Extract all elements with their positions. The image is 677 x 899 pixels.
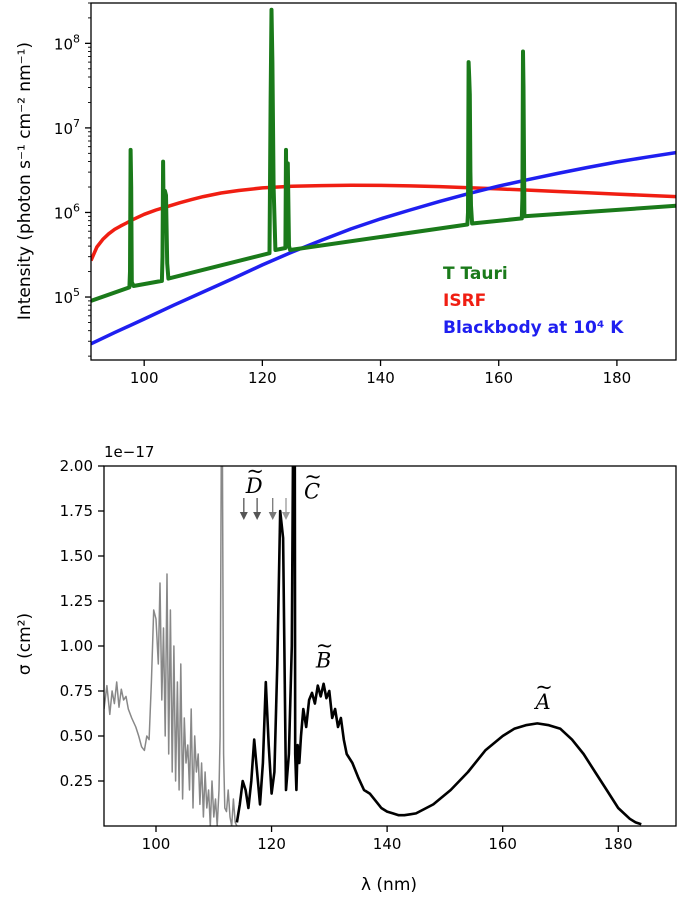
svg-text:~: ~ <box>316 634 334 658</box>
legend-entry-isrf: ISRF <box>443 291 486 311</box>
y-axis-multiplier: 1e−17 <box>104 443 154 461</box>
series-line-isrf <box>91 183 676 262</box>
x-tick-label: 100 <box>130 369 159 387</box>
y-tick-label: 107 <box>54 117 80 138</box>
x-tick-label: 180 <box>604 835 633 853</box>
state-label-d: D~ <box>245 459 264 498</box>
svg-text:~: ~ <box>246 459 264 483</box>
y-tick-label: 1.25 <box>60 592 93 610</box>
cross-section-series-group <box>104 466 642 826</box>
x-tick-label: 120 <box>248 369 277 387</box>
y-tick-label: 0.75 <box>60 682 93 700</box>
x-tick-label: 140 <box>366 369 395 387</box>
x-tick-label: 140 <box>373 835 402 853</box>
y-tick-label: 0.50 <box>60 727 93 745</box>
y-tick-label: 106 <box>54 201 80 222</box>
legend-entry-blackbody: Blackbody at 10⁴ K <box>443 318 624 338</box>
y-tick-label: 1.00 <box>60 637 93 655</box>
down-arrow-icon <box>253 498 262 520</box>
intensity-chart: Intensity (photon s⁻¹ cm⁻² nm⁻¹) 100 120 1… <box>15 2 677 387</box>
x-tick-label: 100 <box>142 835 171 853</box>
x-tick-label: 160 <box>484 369 513 387</box>
down-arrow-icon <box>239 498 248 520</box>
plot-frame <box>90 2 677 361</box>
svg-text:~: ~ <box>535 675 553 699</box>
x-tick-label: 180 <box>603 369 632 387</box>
legend-entry-t-tauri: T Tauri <box>443 264 508 284</box>
state-label-b: B~ <box>315 634 334 673</box>
intensity-legend: T Tauri ISRF Blackbody at 10⁴ K <box>443 264 624 338</box>
down-arrow-icon <box>282 498 290 520</box>
x-tick-label: 120 <box>257 835 286 853</box>
y-tick-label: 108 <box>54 32 80 53</box>
y-tick-label: 105 <box>54 286 80 307</box>
state-label-c: C~ <box>304 464 322 503</box>
y-tick-label: 1.50 <box>60 547 93 565</box>
series-line-t-tauri <box>91 7 676 303</box>
intensity-axes: 100 120 140 160 180 105 106 107 108 <box>54 2 677 387</box>
svg-text:C: C <box>304 479 320 503</box>
y-axis-title-sigma: σ (cm²) <box>15 613 35 675</box>
y-tick-label: 2.00 <box>60 457 93 475</box>
cross-section-chart: 1e−17 σ (cm²) λ (nm) 100 120 140 160 180 0.25… <box>15 443 677 895</box>
cross-section-line-grey <box>104 466 238 826</box>
y-tick-label: 0.25 <box>60 772 93 790</box>
y-axis-title-intensity: Intensity (photon s⁻¹ cm⁻² nm⁻¹) <box>15 42 35 320</box>
cross-section-line-black <box>235 466 642 826</box>
cross-section-axes: 100 120 140 160 180 0.25 0.50 0.75 1.00 1.25 1.50 1… <box>60 457 677 853</box>
state-label-a: A~ <box>534 675 553 714</box>
x-tick-label: 160 <box>488 835 517 853</box>
svg-text:B: B <box>315 649 331 673</box>
y-tick-label: 1.75 <box>60 502 93 520</box>
series-line-blackbody-at-10-k <box>91 150 676 346</box>
svg-text:D: D <box>245 474 263 498</box>
svg-text:A: A <box>534 690 551 714</box>
down-arrow-icon <box>268 498 277 520</box>
intensity-series-group <box>91 7 676 346</box>
state-annotations: D~C~B~A~ <box>239 459 553 714</box>
svg-text:~: ~ <box>304 464 322 488</box>
x-axis-title-lambda: λ (nm) <box>361 875 417 895</box>
